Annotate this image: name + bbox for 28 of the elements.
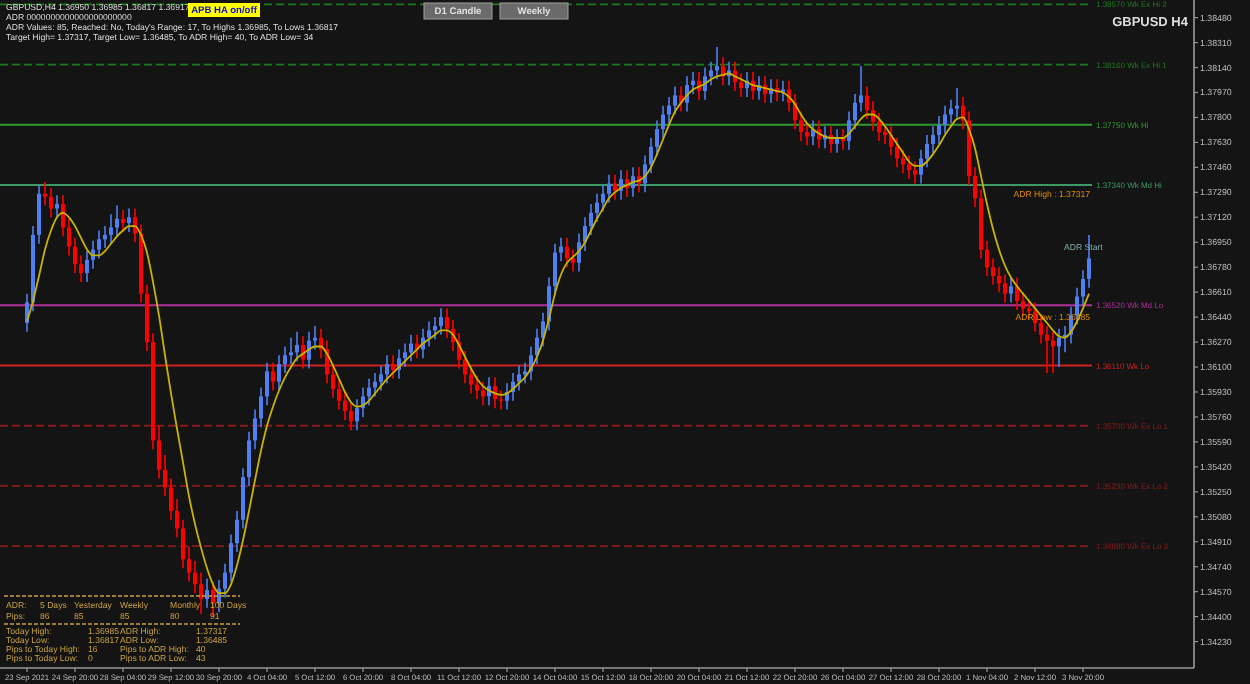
candlestick [271,361,275,392]
candlestick [1015,276,1019,311]
candlestick [673,85,677,116]
candlestick [373,372,377,398]
candlestick [1009,276,1013,304]
candlestick [679,85,683,113]
candlestick [385,354,389,384]
candlestick [439,307,443,336]
candlestick [289,336,293,365]
candlestick [115,204,119,238]
candlestick [1057,328,1061,368]
candlestick [955,87,959,119]
candlestick [1003,273,1007,304]
candlestick [907,154,911,180]
candlestick [391,354,395,380]
candlestick [127,207,131,233]
candlestick [205,577,209,609]
candlestick [277,354,281,392]
candlestick [913,160,917,185]
candlestick [49,187,53,219]
candlestick [109,213,113,245]
candlestick [607,173,611,204]
candlestick [811,119,815,147]
candlestick [295,331,299,362]
candlestick [409,333,413,362]
candlestick [349,401,353,431]
candlestick [613,173,617,201]
candlestick [565,237,569,268]
